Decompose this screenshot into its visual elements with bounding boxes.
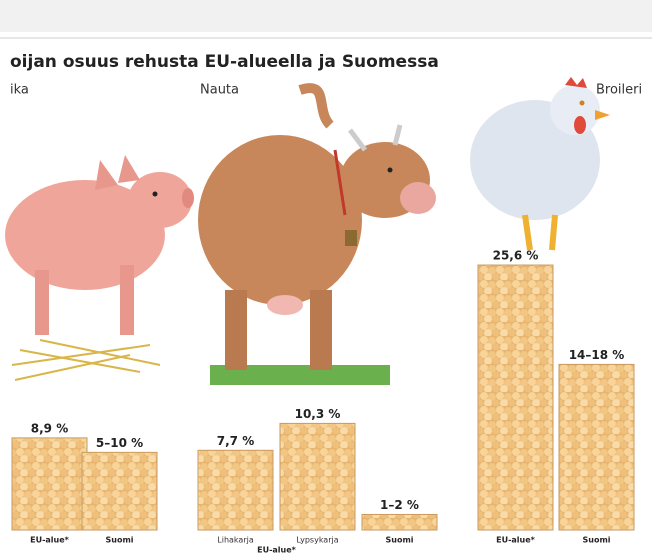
infographic: oijan osuus rehusta EU-alueella ja Suome… — [0, 0, 652, 555]
group-label: Nauta — [200, 83, 239, 98]
pig-illustration — [5, 155, 194, 380]
bar — [559, 364, 634, 530]
bar — [478, 265, 553, 530]
category-label: Lypsykarja — [296, 536, 338, 545]
bar — [12, 438, 87, 530]
category-label: EU-alue* — [30, 536, 70, 545]
value-label: 25,6 % — [493, 249, 539, 263]
category-label: Suomi — [385, 536, 413, 545]
value-label: 5–10 % — [96, 436, 143, 450]
bar — [362, 514, 437, 530]
subgroup-label: EU-alue* — [257, 546, 297, 555]
bar — [82, 452, 157, 530]
category-label: Lihakarja — [217, 536, 254, 545]
bar — [280, 423, 355, 530]
value-label: 14–18 % — [569, 348, 625, 362]
value-label: 7,7 % — [217, 434, 254, 448]
value-label: 8,9 % — [31, 421, 68, 435]
value-label: 10,3 % — [295, 407, 341, 421]
category-label: Suomi — [105, 536, 133, 545]
group-label: ika — [10, 83, 29, 98]
cow-illustration — [198, 88, 436, 385]
top-band — [0, 0, 652, 32]
chart-title: oijan osuus rehusta EU-alueella ja Suome… — [10, 52, 439, 72]
category-label: EU-alue* — [496, 536, 536, 545]
chicken-illustration — [470, 77, 610, 250]
category-label: Suomi — [582, 536, 610, 545]
group-label: Broileri — [596, 83, 642, 98]
value-label: 1–2 % — [380, 498, 419, 512]
bar — [198, 450, 273, 530]
